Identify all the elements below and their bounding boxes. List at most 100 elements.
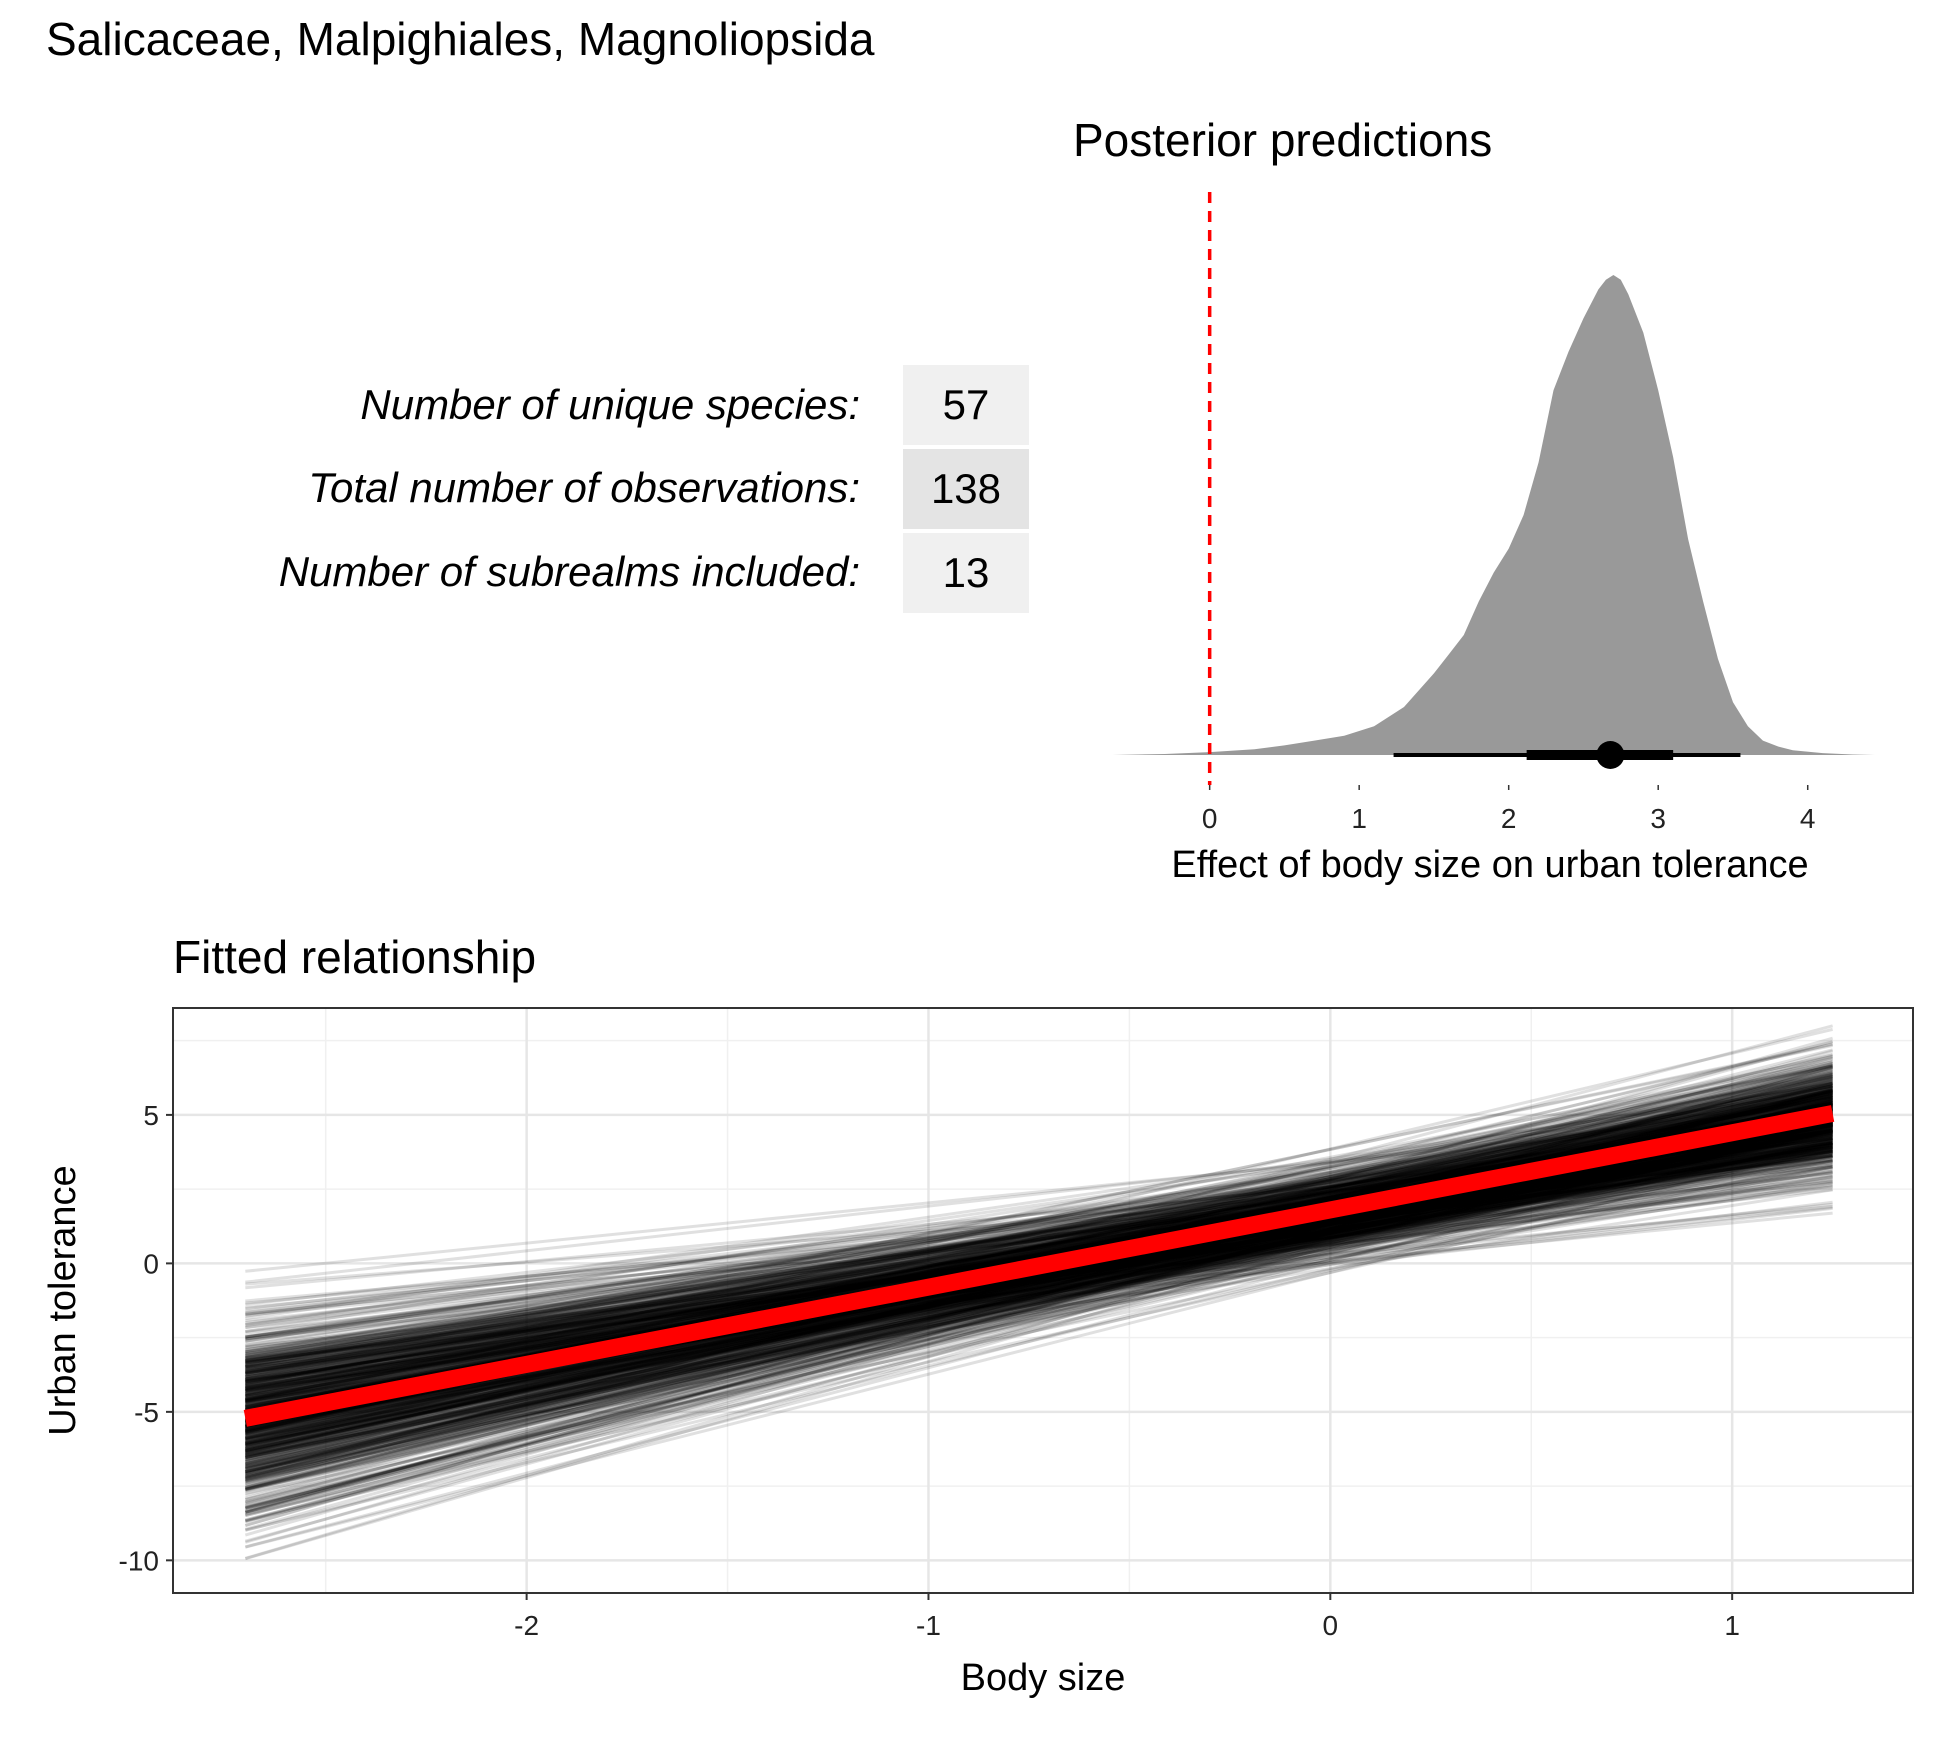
posterior-draw-line: [245, 1087, 1833, 1354]
posterior-draw-line: [245, 1141, 1833, 1457]
posterior-draw-line: [245, 1146, 1833, 1456]
posterior-draw-line: [245, 1107, 1833, 1363]
fitted-title: Fitted relationship: [173, 931, 537, 983]
posterior-draw-line: [245, 1126, 1833, 1441]
posterior-draw-line: [245, 1143, 1833, 1369]
posterior-draw-line: [245, 1064, 1833, 1390]
posterior-draw-line: [245, 1151, 1833, 1424]
posterior-draw-line: [245, 1072, 1833, 1369]
posterior-draw-line: [244, 1068, 1834, 1513]
posterior-draw-line: [245, 1116, 1833, 1451]
posterior-draw-line: [245, 1145, 1833, 1334]
posterior-draw-line: [245, 1127, 1833, 1478]
posterior-draw-line: [245, 1100, 1833, 1326]
posterior-draw-line: [245, 1092, 1833, 1388]
posterior-draw-line: [245, 1146, 1833, 1435]
posterior-draw-line: [245, 1111, 1833, 1368]
posterior-draw-line: [245, 1063, 1833, 1376]
posterior-draw-line: [245, 1104, 1833, 1339]
posterior-draw-line: [245, 1141, 1833, 1450]
posterior-draw-line: [244, 1091, 1833, 1466]
x-tick-label: 1: [1724, 1610, 1740, 1641]
posterior-draw-line: [245, 1150, 1833, 1323]
posterior-draw-line: [245, 1126, 1833, 1466]
posterior-draw-line: [245, 1149, 1833, 1429]
x-tick-label: -2: [514, 1610, 539, 1641]
posterior-draw-line: [245, 1181, 1833, 1437]
posterior-draw-line: [244, 1146, 1833, 1532]
posterior-draw-line: [245, 1064, 1833, 1402]
posterior-draw-line: [245, 1129, 1833, 1474]
posterior-draw-line: [245, 1090, 1833, 1358]
posterior-draw-line: [245, 1104, 1833, 1390]
posterior-draw-line: [245, 1154, 1833, 1310]
posterior-draw-line: [245, 1150, 1833, 1305]
figure-title: Salicaceae, Malpighiales, Magnoliopsida: [46, 13, 875, 65]
posterior-draw-line: [244, 1143, 1833, 1549]
posterior-draw-line: [245, 1129, 1833, 1385]
posterior-draw-line: [245, 1137, 1833, 1470]
posterior-draw-line: [245, 1133, 1833, 1433]
posterior-draw-line: [245, 1145, 1833, 1429]
posterior-draw-line: [245, 1089, 1833, 1320]
y-tick-label: -5: [134, 1397, 159, 1428]
posterior-draw-line: [245, 1078, 1833, 1411]
posterior-draw-line: [245, 1119, 1833, 1438]
posterior-draw-line: [245, 1134, 1833, 1444]
posterior-draw-line: [244, 1024, 1834, 1450]
posterior-draw-line: [245, 1108, 1833, 1357]
posterior-draw-line: [245, 1123, 1833, 1443]
posterior-draw-line: [245, 1116, 1833, 1471]
posterior-draw-line: [245, 1147, 1833, 1326]
posterior-draw-line: [245, 1153, 1833, 1432]
posterior-draw-line: [245, 1141, 1833, 1438]
posterior-draw-line: [245, 1205, 1833, 1382]
posterior-draw-line: [245, 1158, 1833, 1458]
posterior-draw-line: [244, 1057, 1833, 1455]
posterior-draw-line: [245, 1125, 1833, 1445]
posterior-draw-line: [245, 1141, 1833, 1365]
posterior-draw-line: [245, 1141, 1833, 1450]
posterior-draw-line: [245, 1116, 1833, 1480]
posterior-draw-line: [245, 1064, 1833, 1387]
posterior-draw-line: [245, 1092, 1833, 1387]
posterior-draw-line: [245, 1149, 1833, 1425]
posterior-draw-line: [245, 1175, 1833, 1391]
posterior-draw-line: [245, 1123, 1833, 1431]
posterior-draw-line: [245, 1044, 1833, 1376]
posterior-draw-line: [244, 1091, 1833, 1467]
posterior-draw-line: [245, 1107, 1833, 1357]
posterior-draw-line: [245, 1128, 1833, 1447]
posterior-draw-line: [245, 1144, 1833, 1484]
posterior-draw-line: [245, 1116, 1833, 1460]
posterior-draw-line: [245, 1136, 1833, 1436]
posterior-draw-line: [245, 1138, 1833, 1445]
posterior-draw-line: [245, 1202, 1833, 1374]
posterior-draw-line: [245, 1123, 1833, 1437]
posterior-draw-line: [245, 1114, 1833, 1474]
posterior-draw-line: [244, 1119, 1833, 1522]
posterior-draw-line: [245, 1162, 1833, 1391]
posterior-draw-line: [245, 1092, 1833, 1398]
posterior-draw-line: [244, 1114, 1833, 1518]
posterior-draw-line: [245, 1120, 1833, 1433]
posterior-draw-line: [245, 1093, 1833, 1400]
posterior-draw-line: [245, 1138, 1833, 1345]
posterior-draw-line: [245, 1097, 1833, 1396]
posterior-draw-line: [245, 1095, 1833, 1366]
posterior-draw-line: [245, 1141, 1833, 1444]
posterior-draw-line: [245, 1137, 1833, 1454]
posterior-draw-line: [245, 1136, 1833, 1363]
posterior-draw-line: [244, 1111, 1833, 1492]
posterior-draw-line: [244, 1091, 1833, 1472]
posterior-draw-line: [245, 1130, 1833, 1384]
posterior-draw-line: [245, 1071, 1833, 1404]
posterior-draw-line: [244, 1122, 1833, 1516]
posterior-draw-line: [245, 1097, 1833, 1411]
posterior-draw-line: [245, 1105, 1833, 1359]
posterior-draw-line: [245, 1127, 1833, 1459]
posterior-draw-line: [245, 1165, 1833, 1495]
posterior-draw-line: [245, 1179, 1833, 1385]
posterior-draw-line: [245, 1135, 1833, 1365]
